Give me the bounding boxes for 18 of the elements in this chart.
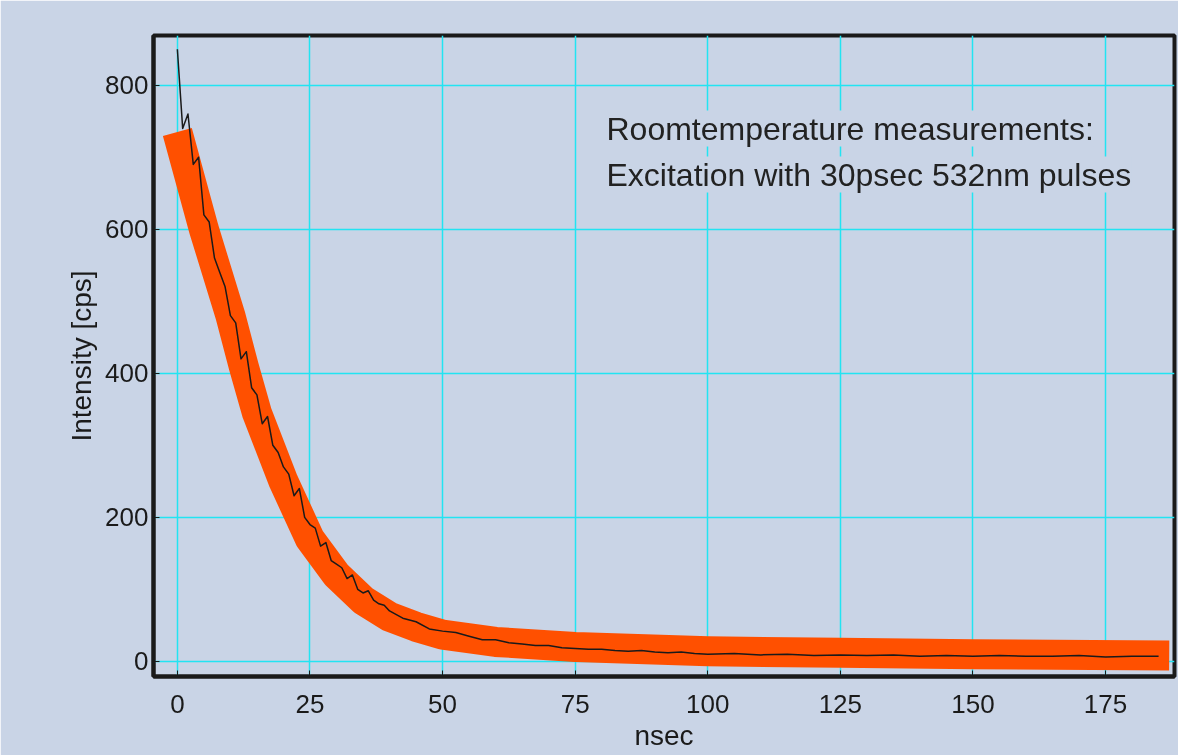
x-tick-label: 0 bbox=[170, 688, 185, 719]
y-tick-label: 0 bbox=[134, 646, 149, 677]
line-series bbox=[176, 48, 1160, 658]
annotation: Excitation with 30psec 532nm pulses bbox=[606, 156, 1132, 193]
y-tick-label: 200 bbox=[105, 502, 149, 533]
x-tick-label: 125 bbox=[818, 688, 863, 719]
x-tick-label: 50 bbox=[428, 688, 458, 719]
y-tick-label: 800 bbox=[105, 70, 149, 101]
y-tick-label: 600 bbox=[105, 214, 149, 245]
x-tick-label: 25 bbox=[295, 688, 325, 719]
y-tick-label: 400 bbox=[105, 358, 149, 389]
x-tick-label: 75 bbox=[560, 688, 590, 719]
x-axis-title: nsec bbox=[634, 719, 694, 751]
annotation: Roomtemperature measurements: bbox=[606, 110, 1094, 147]
x-tick-label: 150 bbox=[951, 688, 995, 719]
x-tick-label: 100 bbox=[686, 688, 730, 719]
x-tick-label: 175 bbox=[1083, 688, 1128, 719]
y-axis-title: Intensity [cps] bbox=[66, 270, 98, 442]
